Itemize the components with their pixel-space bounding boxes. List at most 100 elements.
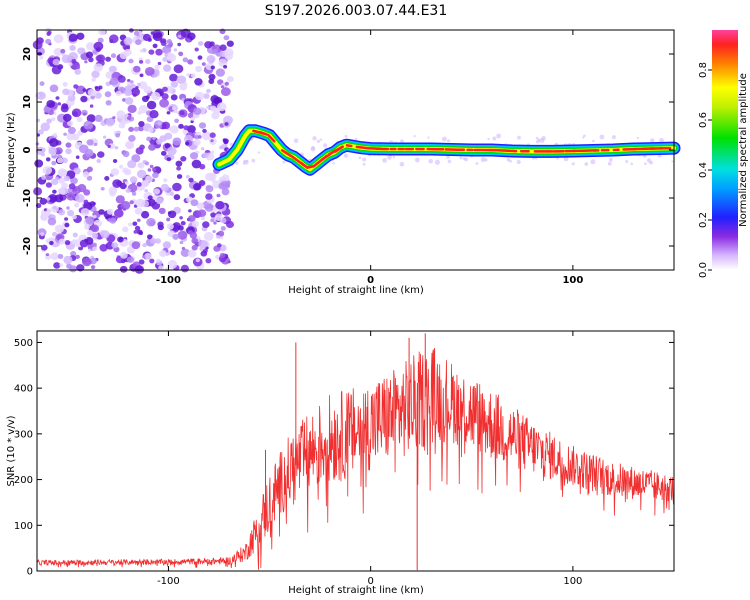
spectrogram-noise-blob [122,226,129,233]
spectrogram-noise-blob [215,201,225,210]
spectrogram-noise-blob [177,230,188,240]
spectrogram-noise-blob [75,254,80,259]
spectrogram-noise-blob [206,55,216,64]
spectrogram-y-tick-label: -20 [22,237,33,255]
spectrogram-noise-blob [128,58,134,64]
spectrogram-noise-blob [221,174,230,182]
spectrogram-halo-dot [625,160,629,163]
spectrogram-noise-blob [90,265,96,270]
spectrogram-noise-blob [46,118,52,124]
spectrogram-halo-dot [428,158,434,164]
spectrogram-y-tick-label: 20 [22,47,33,61]
spectrogram-halo-dot [592,139,595,143]
spectrogram-noise-blob [141,95,149,103]
spectrogram-noise-blob [58,209,66,216]
spectrogram-noise-blob [186,196,193,203]
snr-y-tick-label: 300 [14,429,33,440]
spectrogram-noise-blob [149,258,155,264]
spectrogram-noise-blob [105,81,111,87]
spectrogram-noise-blob [211,111,220,120]
spectrogram-ridge-core [345,144,353,148]
spectrogram-halo-dot [480,157,486,163]
spectrogram-noise-blob [156,197,164,205]
spectrogram-noise-blob [178,123,184,129]
spectrogram-halo-dot [446,155,450,159]
spectrogram-noise-blob [204,41,213,49]
spectrogram-noise-blob [224,52,233,61]
spectrogram-noise-blob [86,139,94,146]
spectrogram-noise-blob [129,176,138,184]
spectrogram-halo-dot [332,162,335,165]
spectrogram-noise-blob [139,73,144,78]
spectrogram-noise-blob [202,221,210,229]
spectrogram-noise-blob [218,58,228,67]
spectrogram-noise-blob [139,60,144,64]
spectrogram-noise-blob [61,182,68,189]
spectrogram-noise-blob [144,161,150,166]
spectrogram-noise-blob [190,199,199,207]
spectrogram-noise-blob [62,81,68,87]
spectrogram-halo-dot [246,159,249,163]
spectrogram-noise-blob [202,128,207,133]
spectrogram-noise-blob [190,120,194,124]
spectrogram-noise-blob [48,147,57,155]
spectrogram-noise-blob [185,141,190,146]
spectrogram-noise-blob [128,126,135,132]
spectrogram-noise-blob [82,257,92,267]
spectrogram-noise-blob [133,126,140,132]
spectrogram-noise-blob [198,122,207,129]
spectrogram-noise-blob [59,263,64,267]
spectrogram-noise-blob [47,217,57,226]
spectrogram-noise-blob [82,88,87,92]
spectrogram-noise-blob [110,168,120,176]
spectrogram-noise-blob [210,65,215,70]
spectrogram-noise-blob [45,253,50,257]
spectrogram-noise-blob [93,63,104,72]
spectrogram-noise-blob [136,182,142,187]
snr-y-axis: 0 100 200 300 400 500 [14,338,674,578]
colorbar-tick-label: 0.0 [698,262,709,278]
spectrogram-noise-blob [79,239,89,248]
spectrogram-noise-blob [173,194,181,201]
snr-y-tick-label: 200 [14,475,33,486]
spectrogram-noise-blob [105,100,112,106]
spectrogram-noise-blob [166,111,171,115]
spectrogram-noise-blob [86,42,95,51]
spectrogram-noise-blob [208,73,216,81]
spectrogram-y-tick-label: 0 [22,146,33,153]
spectrogram-halo-dot [362,162,366,166]
spectrogram-noise-blob [137,125,145,132]
spectrogram-noise-blob [197,209,207,218]
spectrogram-noise-blob [155,48,163,56]
spectrogram-noise-blob [122,167,129,174]
spectrogram-noise-blob [107,144,111,148]
spectrogram-noise-blob [169,73,178,82]
spectrogram-noise-blob [133,230,138,234]
spectrogram-noise-blob [77,47,85,55]
spectrogram-halo-dot [484,158,488,162]
spectrogram-noise-blob [94,114,103,122]
spectrogram-noise-blob [39,81,45,86]
spectrogram-noise-blob [69,265,77,273]
spectrogram-noise-blob [172,137,182,146]
spectrogram-noise-blob [52,231,58,237]
spectrogram-noise-blob [39,55,44,60]
spectrogram-y-tick-label: -10 [22,189,33,207]
spectrogram-noise-blob [161,93,169,100]
spectrogram-y-label: Frequency (Hz) [6,112,17,188]
colorbar-label: Normalized spectral amplitude [738,73,749,227]
spectrogram-noise-blob [126,142,134,149]
spectrogram-noise-blob [157,61,162,66]
spectrogram-noise-blob [127,79,131,82]
spectrogram-noise-blob [210,212,217,218]
spectrogram-noise-blob [166,157,172,162]
spectrogram-noise-blob [134,207,143,215]
spectrogram-noise-blob [205,258,212,264]
spectrogram-noise-blob [152,32,163,42]
colorbar-axis: 0.0 0.2 0.4 0.6 0.8 [698,62,712,278]
spectrogram-noise-blob [167,146,177,156]
spectrogram-halo-dot [506,158,511,162]
spectrogram-noise-layer [32,27,674,274]
spectrogram-halo-dot [447,159,452,164]
spectrogram-noise-blob [162,86,168,92]
